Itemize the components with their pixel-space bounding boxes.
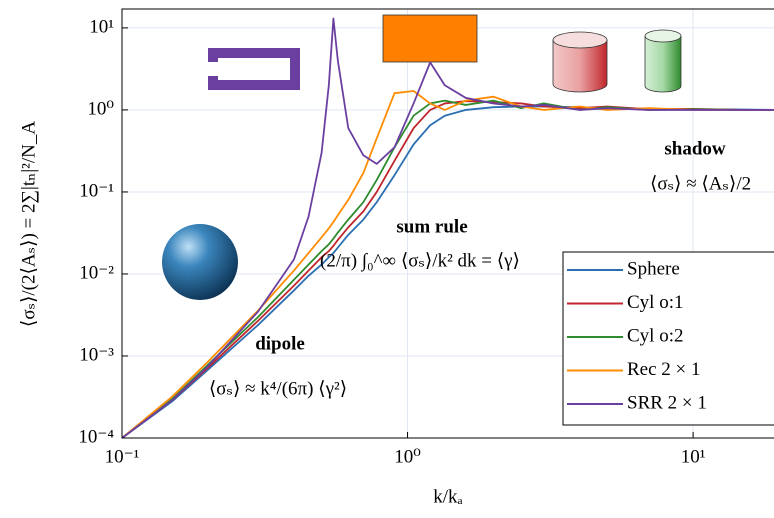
annotation: shadow <box>664 138 726 159</box>
y-tick-label: 10⁻¹ <box>79 180 114 201</box>
legend-label: Rec 2 × 1 <box>627 359 701 380</box>
legend-label: Cyl o:2 <box>627 325 683 346</box>
y-tick-label: 10¹ <box>89 16 114 37</box>
legend-label: Sphere <box>627 258 680 279</box>
annotation: sum rule <box>396 216 467 237</box>
x-axis-label: k/kₐ <box>433 486 462 507</box>
y-tick-label: 10⁻³ <box>79 344 114 365</box>
annotation: ⟨σₛ⟩ ≈ k⁴/(6π) ⟨γ²⟩ <box>209 378 347 399</box>
annotation: dipole <box>255 333 305 354</box>
rec-icon <box>383 15 477 62</box>
srr-icon <box>208 48 300 90</box>
y-axis-label: ⟨σₛ⟩/(2⟨Aₛ⟩) = 2∑|tₙ|²/N_A <box>18 121 39 327</box>
annotation: ⟨σₛ⟩ ≈ ⟨Aₛ⟩/2 <box>650 173 751 194</box>
y-tick-label: 10⁰ <box>87 98 114 119</box>
x-tick-label: 10⁰ <box>394 446 421 467</box>
y-tick-label: 10⁻² <box>79 262 114 283</box>
x-tick-label: 10⁻¹ <box>105 446 140 467</box>
y-tick-label: 10⁻⁴ <box>78 426 114 447</box>
chart: dipole ⟨σₛ⟩ ≈ k⁴/(6π) ⟨γ²⟩ sum rule (2/π… <box>0 0 774 518</box>
annotation: (2/π) ∫₀^∞ ⟨σₛ⟩/k² dk = ⟨γ⟩ <box>320 250 520 272</box>
legend-label: Cyl o:1 <box>627 292 683 313</box>
sphere-icon <box>162 224 238 300</box>
legend-label: SRR 2 × 1 <box>627 392 707 413</box>
cyl-green-icon <box>645 30 681 92</box>
x-tick-label: 10¹ <box>681 446 706 467</box>
cyl-red-icon <box>553 32 607 92</box>
